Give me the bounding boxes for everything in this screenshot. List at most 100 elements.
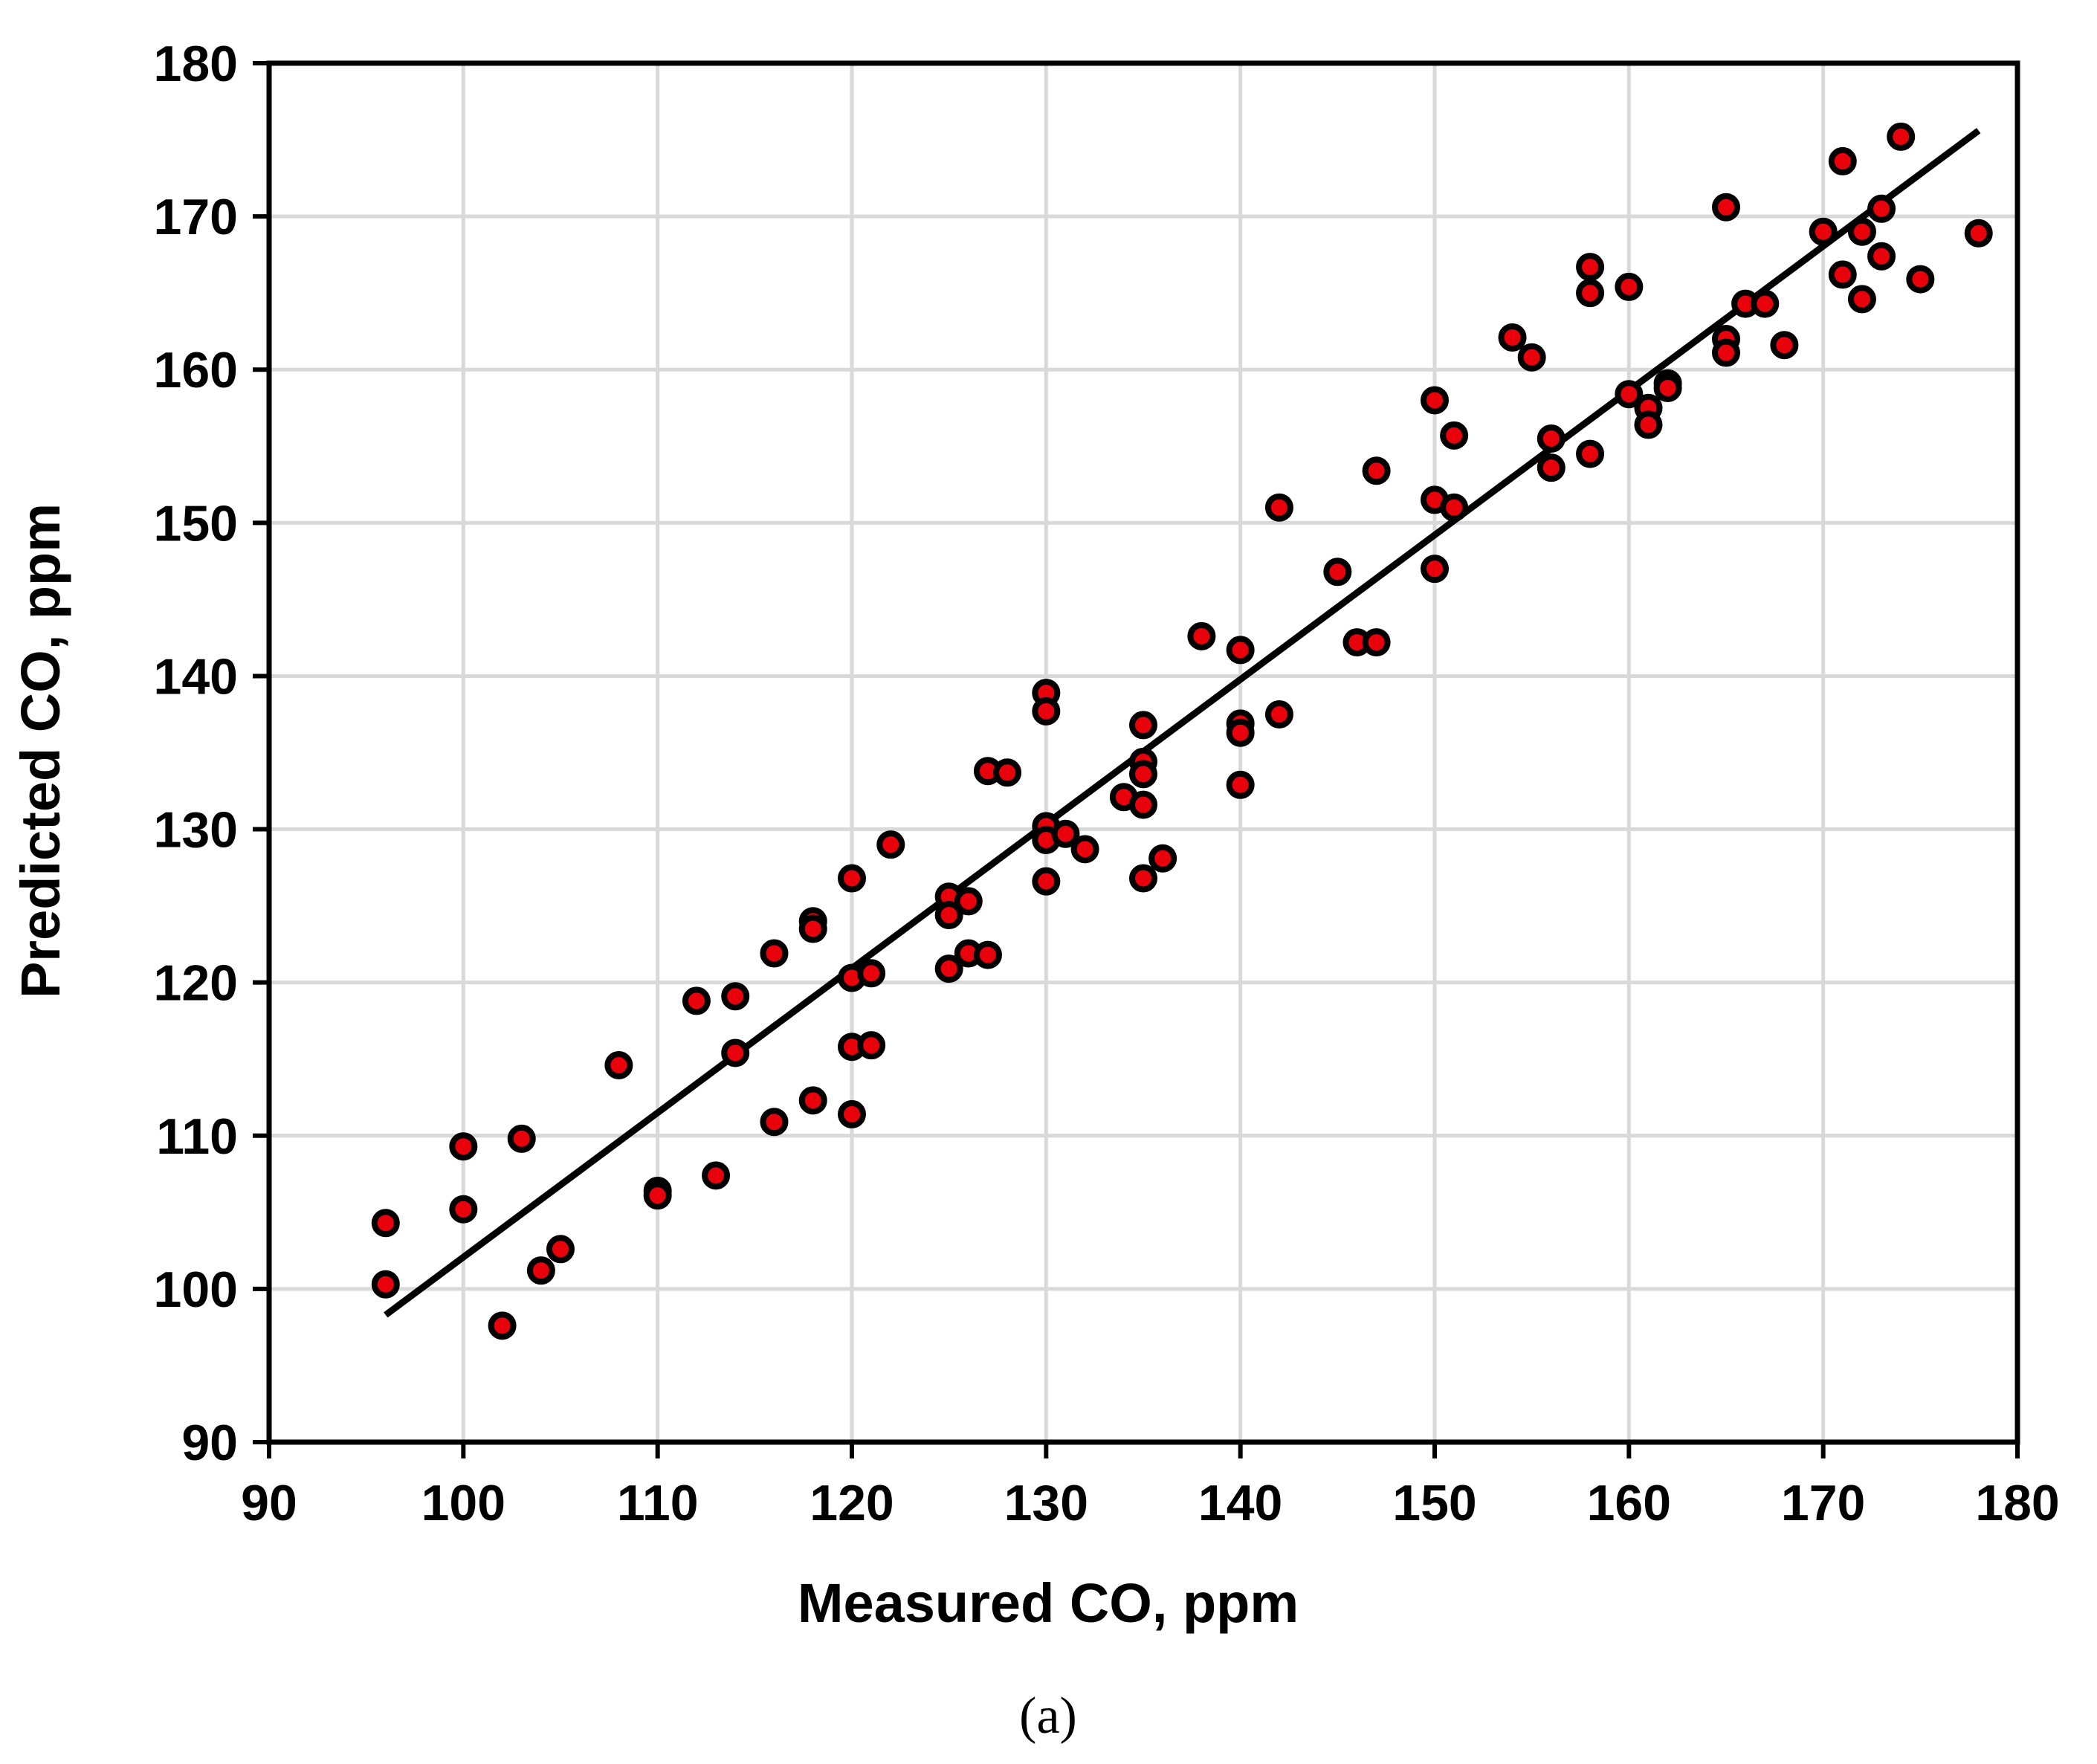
data-point-92 [1887, 122, 1916, 151]
data-point-73 [1615, 272, 1644, 301]
x-axis-tick-labels: 90 100 110 120 130 140 150 160 170 180 [241, 1475, 2060, 1531]
data-point-37 [1032, 697, 1061, 726]
y-tick-label-110: 110 [156, 1108, 238, 1165]
plot-area-frame [266, 60, 2020, 1445]
data-point-51 [1226, 636, 1255, 665]
data-point-13 [702, 1161, 731, 1190]
y-tick-label-130: 130 [154, 802, 238, 859]
data-point-60 [1362, 628, 1391, 657]
x-tick-label-110: 110 [617, 1475, 699, 1531]
data-point-55 [1264, 493, 1293, 522]
data-point-83 [1751, 289, 1780, 318]
figure-caption: (a) [1019, 1687, 1077, 1745]
data-point-2 [371, 1270, 400, 1299]
data-point-54 [1226, 770, 1255, 799]
data-point-53 [1226, 718, 1255, 747]
data-point-1 [371, 1209, 400, 1238]
data-point-6 [507, 1124, 536, 1153]
data-point-25 [857, 959, 886, 988]
x-tick-label-90: 90 [241, 1475, 297, 1531]
data-point-88 [1847, 217, 1876, 246]
data-point-94 [1964, 219, 1993, 248]
regression-line [384, 128, 1981, 1318]
data-point-21 [838, 864, 866, 893]
data-point-5 [488, 1311, 517, 1340]
x-tick-label-130: 130 [1004, 1475, 1088, 1531]
data-point-76 [1634, 410, 1663, 439]
data-point-27 [876, 830, 905, 859]
data-point-50 [1187, 621, 1216, 650]
data-point-34 [973, 940, 1002, 969]
data-point-24 [838, 1099, 866, 1128]
data-point-7 [526, 1256, 555, 1285]
data-point-14 [721, 982, 750, 1011]
data-point-8 [546, 1235, 575, 1264]
data-point-16 [760, 939, 789, 968]
data-point-46 [1129, 760, 1157, 789]
data-point-72 [1576, 439, 1605, 468]
regression-line-group [384, 128, 1981, 1318]
data-point-86 [1828, 146, 1857, 175]
data-point-67 [1517, 343, 1546, 372]
data-point-49 [1148, 844, 1177, 873]
data-point-81 [1712, 338, 1740, 367]
data-point-69 [1537, 453, 1566, 482]
data-point-64 [1440, 421, 1469, 450]
data-point-15 [721, 1038, 750, 1067]
data-point-57 [1323, 558, 1352, 587]
data-point-40 [1032, 867, 1061, 896]
y-tick-label-170: 170 [154, 189, 238, 245]
data-point-3 [449, 1132, 478, 1161]
data-point-59 [1362, 456, 1391, 485]
data-point-20 [798, 1086, 827, 1115]
data-point-66 [1498, 323, 1527, 352]
data-point-48 [1129, 864, 1157, 893]
y-tick-label-90: 90 [181, 1415, 238, 1471]
data-point-79 [1712, 193, 1740, 222]
x-tick-label-170: 170 [1781, 1475, 1865, 1531]
data-point-61 [1421, 386, 1449, 415]
y-axis-tick-labels: 90 100 110 120 130 140 150 160 170 180 [154, 36, 238, 1471]
x-tick-label-160: 160 [1587, 1475, 1671, 1531]
data-point-78 [1653, 373, 1682, 402]
x-tick-label-150: 150 [1392, 1475, 1476, 1531]
x-tick-label-120: 120 [810, 1475, 894, 1531]
data-point-70 [1576, 253, 1605, 282]
data-point-89 [1847, 285, 1876, 314]
data-point-93 [1906, 265, 1935, 294]
data-point-9 [604, 1050, 633, 1079]
data-point-29 [934, 900, 963, 929]
data-point-90 [1867, 194, 1896, 223]
data-point-71 [1576, 279, 1605, 308]
data-point-12 [682, 986, 711, 1015]
data-point-63 [1421, 555, 1449, 584]
x-tick-label-100: 100 [421, 1475, 505, 1531]
data-point-47 [1129, 790, 1157, 819]
y-tick-label-150: 150 [154, 495, 238, 552]
data-point-41 [1051, 819, 1080, 848]
data-point-87 [1828, 260, 1857, 289]
data-point-84 [1770, 331, 1799, 360]
data-point-44 [1129, 711, 1157, 740]
data-point-91 [1867, 242, 1896, 271]
data-point-4 [449, 1195, 478, 1224]
data-point-26 [857, 1031, 886, 1060]
data-point-17 [760, 1108, 789, 1137]
y-tick-label-120: 120 [154, 955, 238, 1012]
data-point-74 [1615, 380, 1644, 409]
data-point-68 [1537, 424, 1566, 453]
y-tick-label-100: 100 [154, 1261, 238, 1318]
data-point-31 [954, 887, 983, 916]
x-tick-label-140: 140 [1198, 1475, 1282, 1531]
data-points [371, 122, 1993, 1340]
y-axis-title: Predicted CO, ppm [10, 503, 71, 998]
y-tick-label-180: 180 [154, 36, 238, 92]
x-tick-label-180: 180 [1975, 1475, 2059, 1531]
data-point-30 [934, 954, 963, 983]
data-point-19 [798, 914, 827, 943]
x-axis-title: Measured CO, ppm [798, 1572, 1299, 1634]
data-point-11 [643, 1181, 672, 1210]
axis-ticks [253, 61, 2020, 1458]
data-point-42 [1070, 835, 1099, 864]
